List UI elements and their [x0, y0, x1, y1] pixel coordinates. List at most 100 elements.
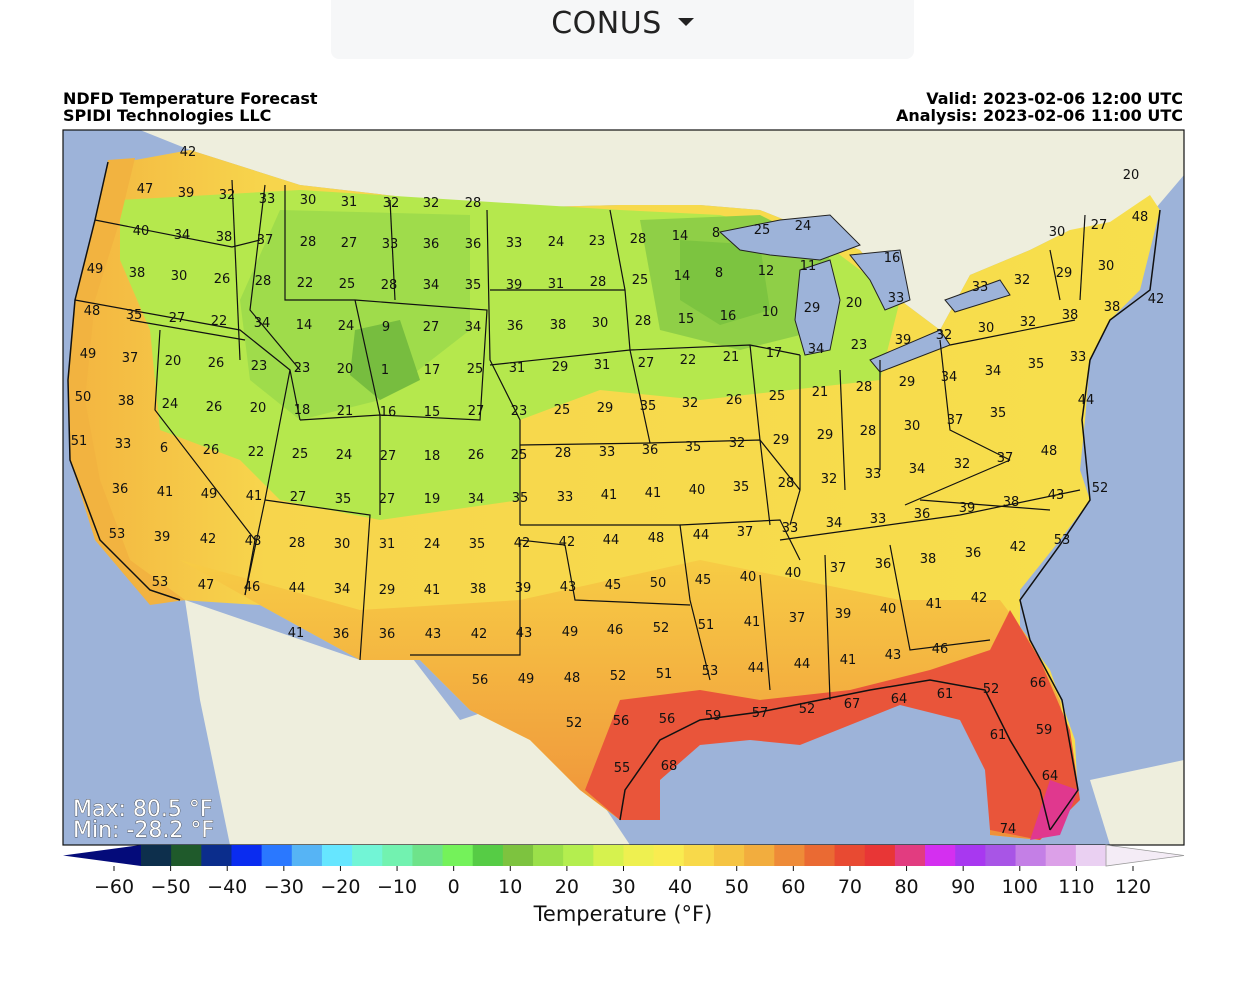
temperature-label: 35	[469, 537, 486, 552]
temperature-label: 46	[932, 642, 949, 657]
temperature-label: 27	[380, 449, 397, 464]
lake-huron	[849, 249, 911, 311]
temperature-label: 32	[682, 396, 699, 411]
colorbar-tick-label: 80	[894, 876, 918, 898]
hot-gulf-field	[585, 610, 1080, 840]
temperature-label: 32	[423, 196, 440, 211]
temperature-label: 30	[592, 316, 609, 331]
colorbar-segment	[472, 845, 504, 866]
temperature-label: 25	[554, 403, 571, 418]
temperature-label: 18	[294, 403, 311, 418]
temperature-label: 42	[200, 532, 217, 547]
temperature-label: 22	[248, 445, 265, 460]
temperature-label: 28	[635, 314, 652, 329]
temperature-label: 31	[594, 358, 611, 373]
temperature-label: 34	[334, 582, 351, 597]
temperature-label: 35	[640, 399, 657, 414]
temperature-label: 24	[548, 235, 565, 250]
colorbar-segment	[382, 845, 414, 866]
temperature-label: 38	[1104, 300, 1121, 315]
colorbar-tick-label: 100	[1002, 876, 1038, 898]
colorbar	[63, 844, 1185, 867]
temperature-label: 49	[80, 347, 97, 362]
temperature-label: 39	[515, 581, 532, 596]
colorbar-segment	[141, 845, 172, 866]
colorbar-segment	[442, 845, 474, 866]
temperature-label: 48	[564, 671, 581, 686]
temperature-label: 16	[884, 251, 901, 266]
temperature-label: 53	[1054, 533, 1071, 548]
temperature-label: 34	[174, 228, 191, 243]
temperature-label: 23	[851, 338, 868, 353]
temperature-label: 33	[557, 490, 574, 505]
temperature-label: 17	[424, 363, 441, 378]
temperature-label: 47	[137, 182, 154, 197]
temperature-label: 44	[603, 533, 620, 548]
temperature-label: 24	[795, 219, 812, 234]
temperature-label: 56	[659, 712, 676, 727]
analysis-time: Analysis: 2023-02-06 11:00 UTC	[895, 106, 1183, 125]
temperature-label: 14	[674, 269, 691, 284]
temperature-label: 64	[891, 692, 908, 707]
temperature-label: 20	[1123, 168, 1140, 183]
temperature-label: 35	[1028, 357, 1045, 372]
colorbar-segment	[502, 845, 534, 866]
temperature-label: 42	[559, 535, 576, 550]
temperature-label: 24	[338, 319, 355, 334]
temperature-label: 38	[1003, 495, 1020, 510]
temperature-label: 26	[214, 272, 231, 287]
colorbar-tick-label: −10	[377, 876, 417, 898]
temperature-label: 41	[288, 626, 305, 641]
valid-time: Valid: 2023-02-06 12:00 UTC	[926, 89, 1183, 108]
temperature-label: 33	[382, 237, 399, 252]
temperature-label: 38	[216, 230, 233, 245]
temperature-label: 53	[152, 575, 169, 590]
temperature-label: 52	[983, 682, 1000, 697]
temperature-label: 29	[1056, 266, 1073, 281]
temperature-label: 56	[613, 714, 630, 729]
temperature-label: 44	[289, 581, 306, 596]
temperature-label: 27	[379, 492, 396, 507]
temperature-label: 43	[560, 580, 577, 595]
temperature-label: 30	[171, 269, 188, 284]
colorbar-tick-label: −40	[207, 876, 247, 898]
colorbar-ticks: −60 −50 −40 −30 −20 −10 0 10 20 30 40 50 60 70 80 90 100…	[94, 866, 1151, 898]
temperature-label: 42	[180, 145, 197, 160]
temperature-label: 23	[251, 359, 268, 374]
temperature-label: 52	[653, 621, 670, 636]
temperature-label: 41	[840, 653, 857, 668]
colorbar-segment	[774, 845, 806, 866]
temperature-label: 26	[468, 448, 485, 463]
temperature-label: 14	[672, 229, 689, 244]
temperature-label: 51	[656, 667, 673, 682]
temperature-label: 53	[702, 664, 719, 679]
temperature-label: 36	[507, 319, 524, 334]
temperature-label: 33	[599, 445, 616, 460]
colorbar-segment	[261, 845, 293, 866]
region-select[interactable]: CONUS	[331, 0, 914, 59]
temperature-label: 35	[126, 308, 143, 323]
temperature-label: 46	[244, 580, 261, 595]
temperature-label: 17	[766, 346, 783, 361]
colorbar-tick-label: −50	[151, 876, 191, 898]
colorbar-segment	[201, 845, 233, 866]
temperature-label: 29	[773, 433, 790, 448]
map-source: SPIDI Technologies LLC	[63, 106, 272, 125]
temperature-label: 41	[744, 615, 761, 630]
temperature-label: 8	[715, 266, 723, 281]
temperature-label: 28	[778, 476, 795, 491]
temperature-label: 22	[211, 314, 228, 329]
temperature-label: 40	[133, 224, 150, 239]
temperature-label: 20	[846, 296, 863, 311]
temperature-label: 28	[289, 536, 306, 551]
temperature-label: 8	[712, 226, 720, 241]
canada-land	[140, 130, 1184, 330]
temperature-label: 40	[785, 566, 802, 581]
temperature-label: 41	[424, 583, 441, 598]
temperature-label: 36	[423, 237, 440, 252]
temperature-label: 36	[914, 507, 931, 522]
temperature-label: 30	[334, 537, 351, 552]
colorbar-tick-label: 110	[1058, 876, 1094, 898]
colorbar-segment	[291, 845, 323, 866]
temperature-label: 68	[661, 759, 678, 774]
